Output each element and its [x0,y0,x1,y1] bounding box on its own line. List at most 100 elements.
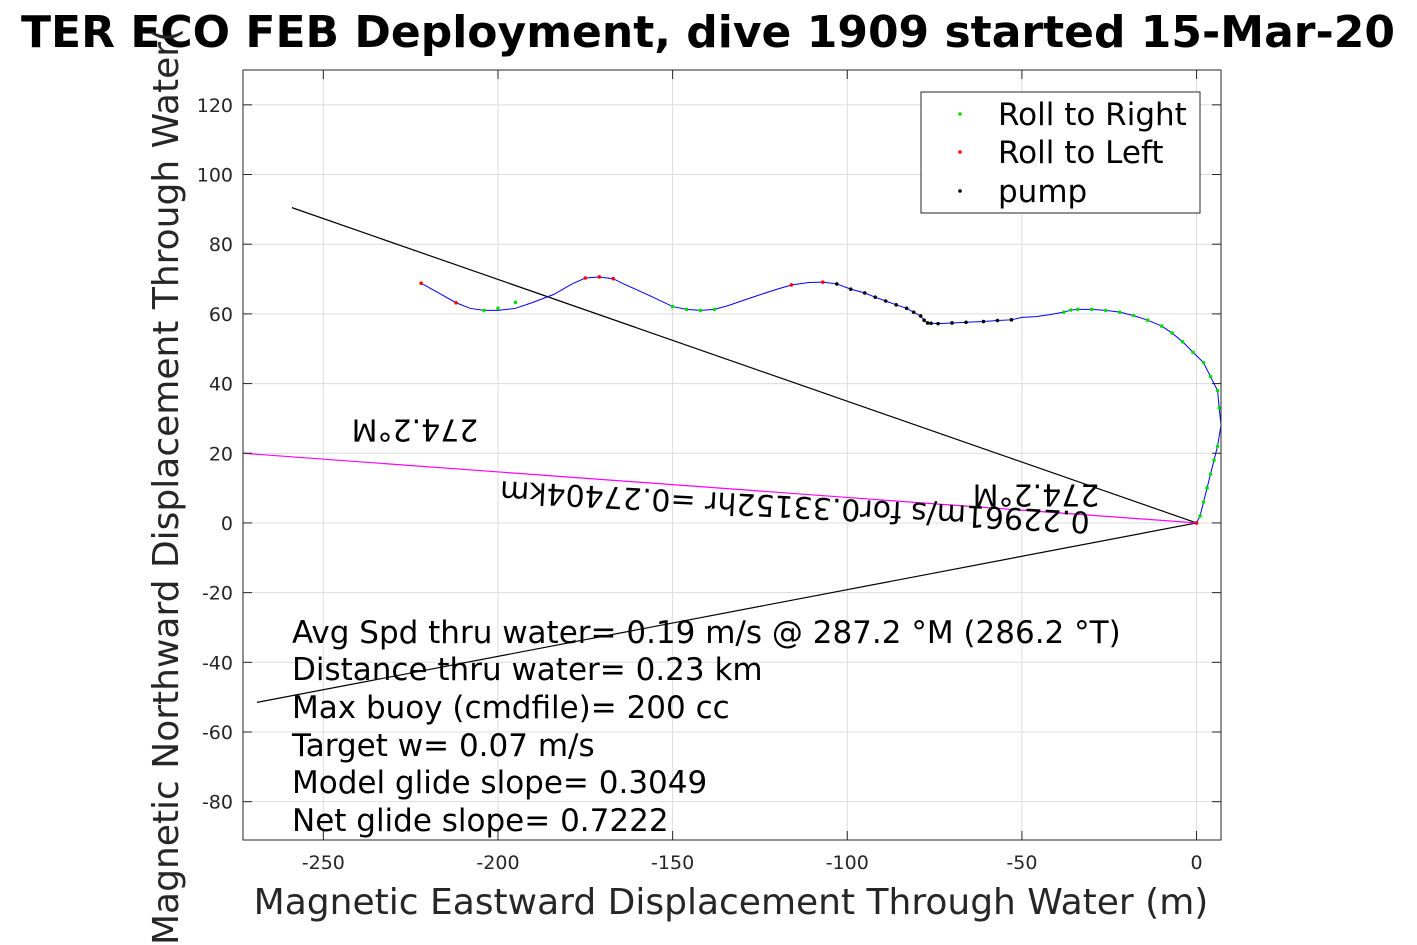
roll-right-point [1069,308,1073,312]
roll-right-point [1191,350,1195,355]
info-distance: Distance thru water= 0.23 km [292,652,763,688]
roll-left-point [597,275,602,279]
x-tick-label: 0 [1191,852,1203,874]
roll-right-point [1198,514,1202,518]
y-tick-label: 100 [197,165,233,187]
legend-label-roll-left: Roll to Left [998,135,1164,171]
info-max-buoy: Max buoy (cmdfile)= 200 cc [292,690,730,726]
legend: Roll to Right Roll to Left pump [920,91,1201,214]
roll-right-point [1201,360,1206,365]
info-target-w: Target w= 0.07 m/s [291,728,595,764]
roll-right-point [670,304,675,309]
track-line [420,276,1222,524]
roll-right-point [1117,310,1122,314]
ticks: -250 -200 -150 -100 -50 0-80-60-40-2002040608… [197,70,1221,874]
roll-left-point [583,276,588,280]
y-tick-label: 40 [209,374,233,396]
info-avg-speed: Avg Spd thru water= 0.19 m/s @ 287.2 °M … [292,615,1121,651]
roll-left-point [1194,521,1199,525]
pump-point [918,314,923,318]
pump-point [904,306,909,311]
info-model-glide: Model glide slope= 0.3049 [292,765,707,801]
y-tick-label: 60 [209,304,233,326]
info-block: Avg Spd thru water= 0.19 m/s @ 287.2 °M … [291,615,1121,839]
roll-right-point [1212,458,1216,463]
roll-right-point [513,300,518,305]
roll-right-point [684,307,689,312]
roll-right-point [1208,374,1213,379]
pump-point [911,310,916,314]
roll-right-point [1145,318,1150,322]
roll-right-point [1159,324,1164,328]
x-tick-label: -100 [826,852,869,874]
heading-label-left: 274.2°M [352,412,479,447]
pump-point [862,291,867,295]
pump-point [964,320,968,325]
legend-marker-roll-left [958,150,962,154]
pump-point [848,287,853,291]
y-tick-label: -80 [202,792,233,814]
roll-right-point [1215,444,1220,449]
roll-left-point [611,276,616,281]
y-tick-label: 120 [197,95,233,117]
pump-point [950,321,954,325]
heading-label-right: 274.2°M [973,477,1100,512]
x-tick-label: -50 [1006,852,1037,874]
roll-right-point [712,307,717,312]
roll-right-point [1075,307,1080,312]
legend-label-pump: pump [998,174,1087,210]
reference-lines [242,207,1197,703]
pump-point [922,318,926,322]
roll-right-point [1215,388,1220,393]
pump-point [936,321,940,326]
x-axis-label: Magnetic Eastward Displacement Through W… [254,882,1209,923]
roll-right-point [482,308,486,313]
y-tick-label: -40 [202,652,233,674]
legend-marker-pump [958,189,962,193]
info-net-glide: Net glide slope= 0.7222 [292,803,669,839]
pump-point [1009,318,1014,322]
y-tick-label: -60 [202,722,233,744]
chart-title: TER ECO FEB Deployment, dive 1909 starte… [21,7,1395,58]
pump-point [894,303,898,307]
roll-left-point [789,283,794,287]
pump-point [883,299,888,303]
pump-point [873,295,878,299]
track-layer [420,276,1222,524]
roll-right-point [1180,339,1185,344]
axes-box [242,69,1222,841]
roll-right-point [1217,406,1222,410]
roll-right-point [1131,313,1136,318]
roll-right-point [1103,308,1108,313]
roll-right-point [1089,307,1094,312]
reference-line-2 [242,452,1197,524]
x-tick-label: -150 [651,852,694,874]
y-axis-label: Magnetic Northward Displacement Through … [146,28,187,945]
reference-line-1 [256,522,1197,703]
legend-box [920,91,1201,214]
roll-right-point [1170,331,1174,335]
pump-point [929,321,933,326]
pump-point [981,319,986,324]
x-tick-label: -250 [302,852,345,874]
pump-point [925,321,930,325]
reference-line-0 [291,207,1197,524]
pump-point [834,282,839,286]
y-tick-label: -20 [202,583,233,605]
roll-right-point [1201,500,1206,504]
roll-right-point [1062,310,1066,314]
marker-layer [419,275,1222,525]
legend-marker-roll-right [958,112,962,116]
roll-right-point [698,308,703,313]
roll-left-point [821,280,825,284]
roll-left-point [454,300,458,305]
y-tick-label: 0 [221,513,233,535]
y-tick-label: 80 [209,234,233,256]
roll-right-point [1205,486,1209,490]
x-tick-label: -200 [476,852,519,874]
pump-point [995,318,1000,323]
legend-label-roll-right: Roll to Right [998,97,1187,133]
y-tick-label: 20 [209,443,233,465]
roll-right-point [1208,472,1213,476]
